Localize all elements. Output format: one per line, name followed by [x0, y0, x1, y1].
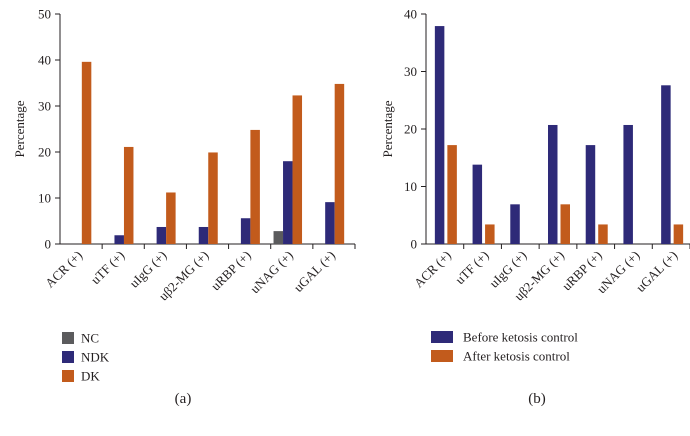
y-tick-label: 30 — [38, 99, 51, 114]
y-tick-label: 40 — [38, 53, 51, 68]
bar-dk — [208, 152, 218, 244]
x-category-label: ACR (+) — [42, 248, 85, 291]
bar-ndk — [114, 235, 124, 244]
bar-ndk — [283, 161, 293, 244]
bar-dk — [81, 61, 92, 245]
bar-before-ketosis-control — [510, 204, 520, 244]
bar-dk — [334, 83, 345, 244]
legend-swatch — [431, 350, 453, 362]
y-tick-label: 10 — [404, 179, 417, 194]
legend-label: NDK — [81, 350, 110, 365]
x-category-label: uTF (+) — [88, 248, 128, 288]
y-tick-label: 30 — [404, 64, 417, 79]
x-category-label: uGAL (+) — [291, 248, 338, 295]
x-category-label: uNAG (+) — [247, 248, 296, 297]
legend-swatch — [62, 332, 74, 344]
bar-nc — [273, 231, 284, 244]
bar-before-ketosis-control — [661, 85, 671, 244]
y-tick-label: 20 — [38, 145, 51, 160]
bar-dk — [250, 129, 260, 244]
legend-label: DK — [81, 369, 100, 384]
panel-label: (a) — [175, 391, 192, 407]
bar-dk — [166, 192, 176, 244]
bar-before-ketosis-control — [623, 124, 633, 244]
bar-ndk — [156, 226, 167, 244]
legend-swatch — [62, 370, 74, 382]
y-tick-label: 10 — [38, 191, 51, 206]
legend-swatch — [431, 331, 453, 343]
panel-label: (b) — [528, 391, 546, 407]
y-tick-label: 40 — [404, 7, 417, 22]
bar-after-ketosis-control — [447, 145, 457, 244]
legend-label: NC — [81, 331, 99, 346]
bar-ndk — [240, 218, 251, 244]
y-axis-label: Percentage — [12, 100, 27, 157]
x-category-label: uGAL (+) — [633, 248, 680, 295]
bar-ndk — [325, 202, 335, 244]
legend-swatch — [62, 351, 74, 363]
y-tick-label: 50 — [38, 7, 51, 22]
legend-label: Before ketosis control — [463, 330, 578, 345]
y-tick-label: 20 — [404, 122, 417, 137]
bar-before-ketosis-control — [585, 145, 596, 244]
bar-after-ketosis-control — [673, 224, 684, 244]
bar-dk — [292, 95, 303, 244]
bar-before-ketosis-control — [548, 124, 558, 244]
bar-after-ketosis-control — [598, 224, 608, 244]
bar-before-ketosis-control — [434, 26, 445, 245]
y-tick-label: 0 — [45, 237, 52, 252]
bar-after-ketosis-control — [560, 204, 570, 244]
legend-label: After ketosis control — [463, 349, 570, 364]
bar-dk — [123, 146, 134, 244]
bar-before-ketosis-control — [472, 164, 483, 244]
y-tick-label: 0 — [411, 237, 418, 252]
bar-after-ketosis-control — [485, 224, 495, 244]
x-category-label: uTF (+) — [452, 248, 492, 288]
bar-ndk — [198, 226, 209, 244]
y-axis-label: Percentage — [380, 100, 395, 157]
x-category-label: ACR (+) — [411, 248, 454, 291]
